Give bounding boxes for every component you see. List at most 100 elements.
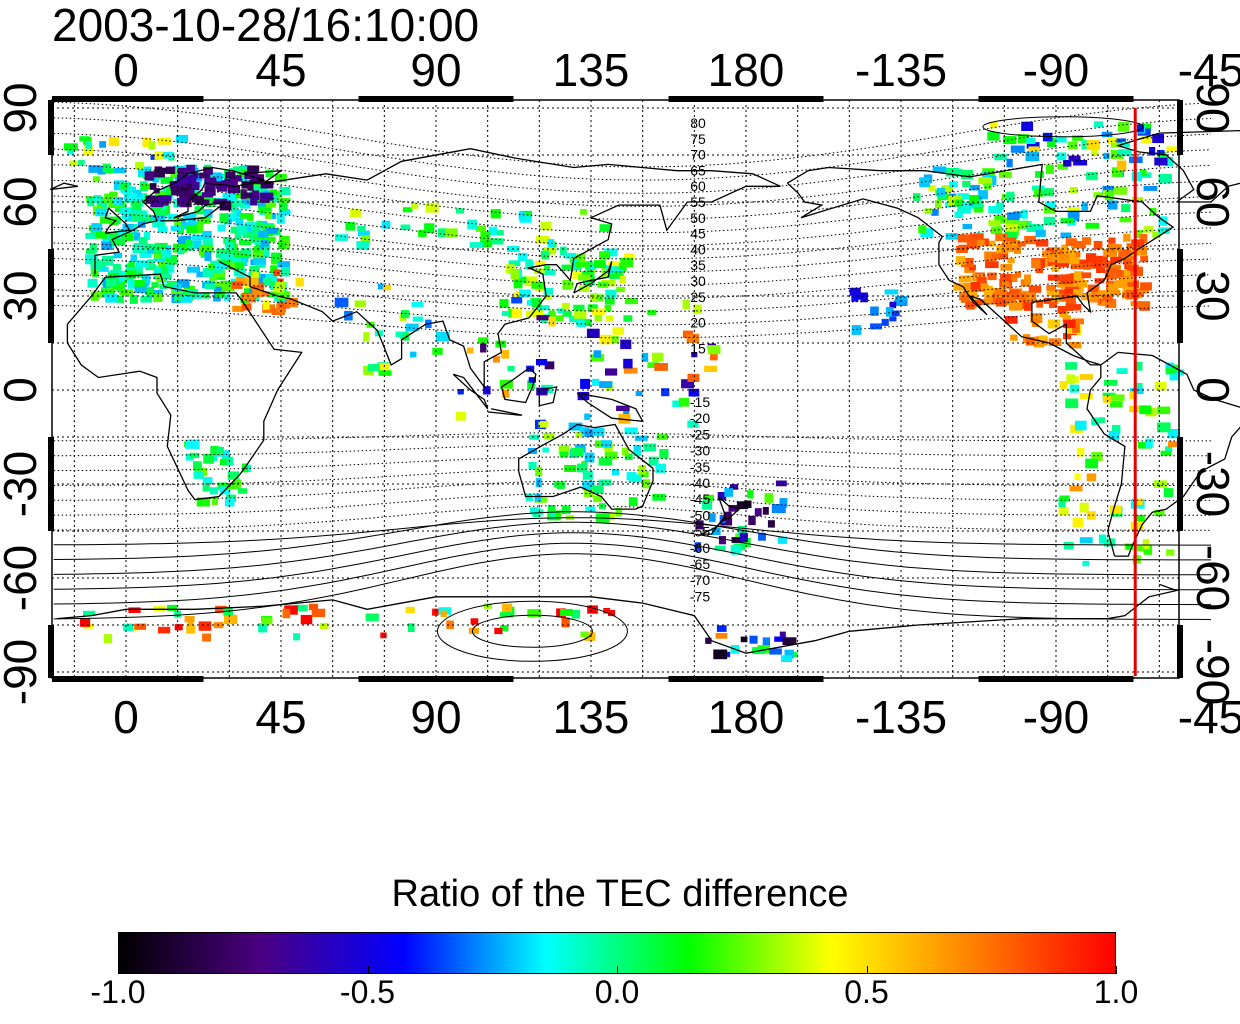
tec-patch (186, 453, 194, 461)
tec-patch (992, 253, 1001, 259)
tec-patch (1154, 509, 1165, 517)
tec-patch (1136, 515, 1145, 522)
tec-patch (95, 231, 108, 239)
tec-patch (1105, 299, 1117, 308)
lat-label-right: -60 (1187, 545, 1239, 611)
tec-patch (224, 178, 238, 186)
tec-patch (293, 633, 300, 641)
tec-patch (231, 281, 243, 289)
tec-patch (1065, 293, 1076, 304)
tec-patch (1005, 237, 1016, 243)
tec-patch (240, 199, 252, 205)
tec-patch (278, 302, 291, 309)
tec-patch (519, 289, 531, 298)
tec-patch (1123, 259, 1131, 265)
tec-patch (91, 223, 103, 232)
tec-patch (1085, 458, 1098, 469)
tec-patch (132, 190, 142, 198)
tec-patch (990, 226, 1002, 235)
tec-patch (1003, 136, 1017, 145)
tec-patch (254, 239, 261, 246)
tec-patch (1135, 361, 1143, 371)
contour-south (53, 432, 1211, 442)
tec-patch (599, 381, 613, 388)
tec-patch (1035, 171, 1044, 178)
tec-patch (411, 202, 419, 209)
tec-patch (543, 287, 553, 295)
tec-patch (777, 536, 787, 544)
tec-patch (131, 214, 144, 222)
tec-patch (165, 245, 172, 255)
lat-label-right: 90 (1187, 82, 1239, 133)
tec-patch (1006, 191, 1015, 202)
tec-patch (578, 253, 586, 263)
tec-patch (213, 295, 221, 302)
coastlines (49, 129, 1240, 654)
lon-label-bottom: 45 (255, 691, 306, 743)
tec-patch (1035, 239, 1049, 247)
tec-patch (144, 171, 155, 181)
tec-patch (1021, 209, 1028, 219)
tec-patch (1060, 218, 1074, 224)
tec-patch (536, 235, 550, 244)
tec-patch (252, 250, 266, 259)
tec-patch (505, 264, 515, 274)
tec-patch (259, 192, 274, 200)
tec-patch (1065, 398, 1079, 409)
tec-patch (1095, 255, 1108, 265)
tec-patch (718, 536, 726, 545)
colorbar-tick-label: 0.0 (594, 974, 640, 1010)
tec-patch (232, 305, 244, 312)
tec-patch (214, 286, 225, 296)
tec-patch (609, 271, 623, 279)
tec-patch (961, 169, 973, 180)
coastline (218, 148, 781, 389)
tec-patch (969, 185, 980, 191)
tec-patch (595, 294, 604, 302)
tec-patch (226, 483, 240, 490)
contour-south (53, 532, 1211, 591)
tec-patch (575, 261, 589, 268)
tec-patch (1048, 253, 1058, 262)
tec-patch (252, 257, 266, 265)
tec-patch (1136, 301, 1151, 309)
tec-patch (98, 266, 109, 272)
lon-label-top: -45 (1178, 44, 1240, 96)
tec-patch (242, 230, 253, 238)
tec-patch (652, 494, 666, 501)
tec-patch (102, 163, 111, 173)
tec-patch (88, 165, 101, 173)
tec-patch (624, 253, 635, 261)
tec-patch (1074, 473, 1081, 481)
tec-patch (1143, 226, 1154, 233)
tec-patch (445, 228, 458, 238)
coastline (94, 166, 267, 275)
tec-patch (358, 230, 370, 237)
tec-patch (585, 261, 593, 271)
tec-patch (616, 286, 625, 293)
tec-patch (1069, 485, 1083, 492)
tec-patch (621, 447, 629, 456)
tec-patch (561, 617, 570, 628)
tec-patch (90, 260, 102, 270)
contour-label: 65 (690, 162, 706, 178)
tec-patch (153, 250, 167, 259)
lon-label-bottom: 180 (708, 691, 785, 743)
tec-patch (227, 471, 240, 480)
tec-patch (1069, 341, 1082, 349)
contour-label: -30 (690, 443, 710, 459)
tec-patch (412, 316, 423, 322)
tec-patch (603, 608, 611, 614)
tec-patch (400, 310, 410, 319)
contour-south (53, 444, 1211, 457)
tec-patch (1093, 240, 1103, 250)
tec-patch (128, 607, 141, 613)
contour-label: 45 (690, 226, 706, 242)
tec-patch (502, 390, 510, 398)
contour-south (53, 553, 1212, 620)
tec-patch (1096, 266, 1105, 273)
tec-patch (1157, 422, 1171, 433)
tec-patch (152, 219, 166, 228)
axis-bars (48, 96, 1183, 682)
tec-patch (619, 275, 626, 284)
